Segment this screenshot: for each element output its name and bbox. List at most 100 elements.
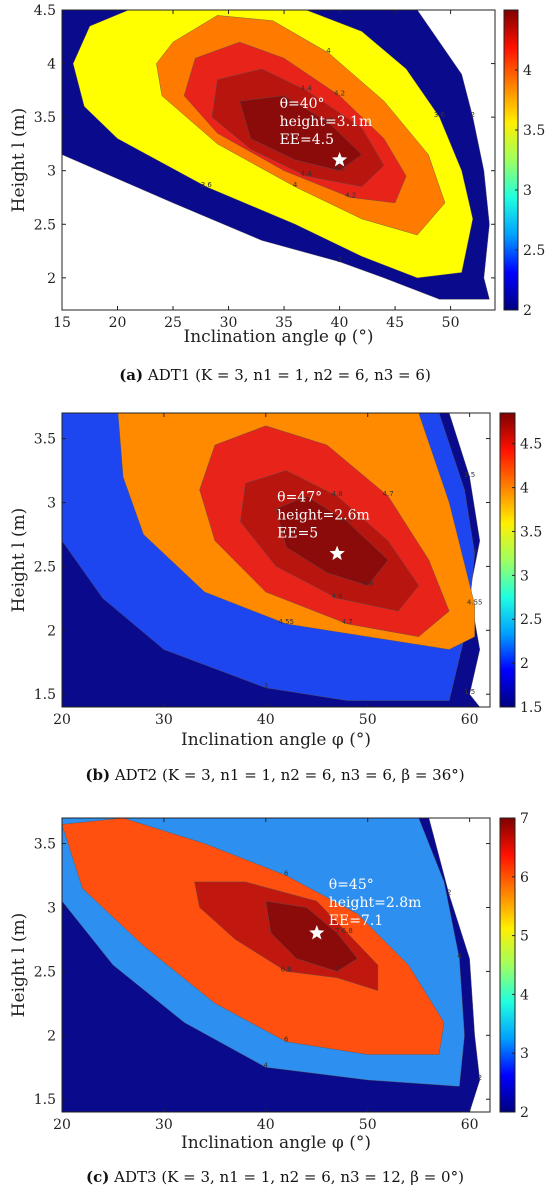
optimum-annotation: height=2.6m <box>277 508 370 524</box>
colorbar-tick-label: 3 <box>523 183 532 199</box>
colorbar <box>499 817 516 1113</box>
x-tick-label: 25 <box>164 315 182 331</box>
contour-region-level-7 <box>265 900 358 972</box>
y-tick-label: 2 <box>47 1028 56 1044</box>
y-tick-label: 3 <box>47 495 56 511</box>
colorbar-tick-label: 2 <box>520 656 529 672</box>
optimum-annotation: height=2.8m <box>329 895 422 911</box>
colorbar-tick-label: 4 <box>520 987 529 1003</box>
caption-text: ADT3 (K = 3, n1 = 1, n2 = 6, n3 = 12, β … <box>109 1168 464 1186</box>
contour-label: 2 <box>337 256 341 264</box>
x-tick-label: 35 <box>275 315 293 331</box>
contour-label: 1.5 <box>464 688 475 696</box>
caption-prefix: (a) <box>119 366 143 384</box>
contour-label: 4.4 <box>301 170 313 178</box>
y-tick-label: 2.5 <box>34 964 56 980</box>
y-tick-label: 2.5 <box>34 559 56 575</box>
panel-2: 1.5 1.5 3 3 4.55 4.55 4.7 4.7 4.8 4.8 4.8 4.8 θ=47° h… <box>9 412 542 784</box>
contour-label: 4 <box>326 47 331 55</box>
optimum-annotation: θ=45° <box>329 877 374 893</box>
contour-label: 4.8 <box>362 580 373 588</box>
optimum-annotation: EE=5 <box>277 526 318 542</box>
optimum-star-marker <box>309 925 325 940</box>
colorbar-tick-label: 2 <box>523 303 532 319</box>
panel-caption: (b) ADT2 (K = 3, n1 = 1, n2 = 6, n3 = 6,… <box>85 766 464 784</box>
optimum-star-marker <box>329 545 345 561</box>
x-tick-label: 50 <box>359 1117 377 1133</box>
y-tick-label: 2.5 <box>34 217 56 233</box>
plot-frame <box>61 817 491 1113</box>
optimum-star-marker <box>332 152 348 167</box>
colorbar <box>499 412 516 708</box>
colorbar-tick-label: 3 <box>520 1046 529 1062</box>
x-tick-label: 30 <box>220 315 238 331</box>
colorbar-tick-label: 4.5 <box>520 437 542 453</box>
plot-frame <box>61 9 496 311</box>
contour-label: 4.55 <box>467 599 483 607</box>
contour-label: 6.8 <box>342 927 353 935</box>
y-tick-label: 3 <box>47 164 56 180</box>
x-axis-label: Inclination angle φ (°) <box>181 1133 371 1153</box>
optimum-annotation: θ=47° <box>277 490 322 506</box>
caption-text: ADT1 (K = 3, n1 = 1, n2 = 6, n3 = 6) <box>143 366 431 384</box>
contour-label: 4 <box>293 181 298 189</box>
caption-prefix: (b) <box>85 766 110 784</box>
y-tick-label: 2 <box>47 271 56 287</box>
x-tick-label: 50 <box>359 712 377 728</box>
panel-caption: (a) ADT1 (K = 3, n1 = 1, n2 = 6, n3 = 6) <box>119 366 431 384</box>
contour-label: 3.6 <box>434 111 446 119</box>
panel-1: 2 2 3.6 3.6 4 4 4.2 4.2 4.4 4.4 4.5 4.5 θ=40° height=… <box>9 3 545 384</box>
contour-label: 6.8 <box>281 965 292 973</box>
y-tick-label: 2 <box>47 623 56 639</box>
y-tick-label: 3 <box>47 900 56 916</box>
x-tick-label: 60 <box>461 1117 479 1133</box>
contour-label: 4.4 <box>301 84 313 92</box>
contour-label: 3.6 <box>201 181 213 189</box>
colorbar-tick-label: 4 <box>523 63 532 79</box>
colorbar-tick-label: 2.5 <box>523 243 545 259</box>
caption-text: ADT2 (K = 3, n1 = 1, n2 = 6, n3 = 6, β =… <box>110 766 465 784</box>
contour-label: 4.8 <box>332 490 343 498</box>
y-tick-label: 3.5 <box>34 432 56 448</box>
optimum-annotation: height=3.1m <box>280 114 373 130</box>
contour-label: 4.2 <box>334 90 345 98</box>
contour-label: 7 <box>335 965 339 973</box>
y-tick-label: 3.5 <box>34 110 56 126</box>
y-axis-label: Height l (m) <box>9 508 29 613</box>
x-tick-label: 20 <box>53 712 71 728</box>
contour-label: 1.5 <box>464 471 475 479</box>
x-axis-label: Inclination angle φ (°) <box>181 730 371 750</box>
contour-label: 3 <box>264 682 268 690</box>
x-tick-label: 20 <box>53 1117 71 1133</box>
contour-label: 4.2 <box>345 192 356 200</box>
x-tick-label: 30 <box>155 1117 173 1133</box>
y-tick-label: 3.5 <box>34 837 56 853</box>
panel-caption: (c) ADT3 (K = 3, n1 = 1, n2 = 6, n3 = 12… <box>86 1168 464 1186</box>
y-tick-label: 4 <box>47 57 56 73</box>
colorbar-tick-label: 4 <box>520 481 529 497</box>
contour-label: 2 <box>447 889 451 897</box>
colorbar-tick-label: 3.5 <box>520 524 542 540</box>
colorbar-tick-label: 3.5 <box>523 123 545 139</box>
y-tick-label: 1.5 <box>34 1092 56 1108</box>
colorbar-tick-label: 2 <box>520 1105 529 1121</box>
x-tick-label: 20 <box>109 315 127 331</box>
optimum-annotation: EE=7.1 <box>329 913 383 929</box>
contour-label: 2 <box>471 111 475 119</box>
x-tick-label: 60 <box>461 712 479 728</box>
contour-label: 6 <box>284 1036 289 1044</box>
optimum-annotation: θ=40° <box>280 96 325 112</box>
contour-label: 4 <box>457 953 462 961</box>
contour-label: 4.5 <box>323 117 334 125</box>
colorbar-tick-label: 1.5 <box>520 700 542 716</box>
x-axis-label: Inclination angle φ (°) <box>184 327 374 347</box>
contour-label: 2 <box>478 1074 482 1082</box>
plot-frame <box>61 412 491 708</box>
x-tick-label: 50 <box>442 315 460 331</box>
contour-label: 6 <box>284 870 289 878</box>
contour-label: 4.7 <box>342 618 353 626</box>
y-axis-label: Height l (m) <box>9 108 29 213</box>
x-tick-label: 45 <box>386 315 404 331</box>
colorbar-tick-label: 2.5 <box>520 612 542 628</box>
